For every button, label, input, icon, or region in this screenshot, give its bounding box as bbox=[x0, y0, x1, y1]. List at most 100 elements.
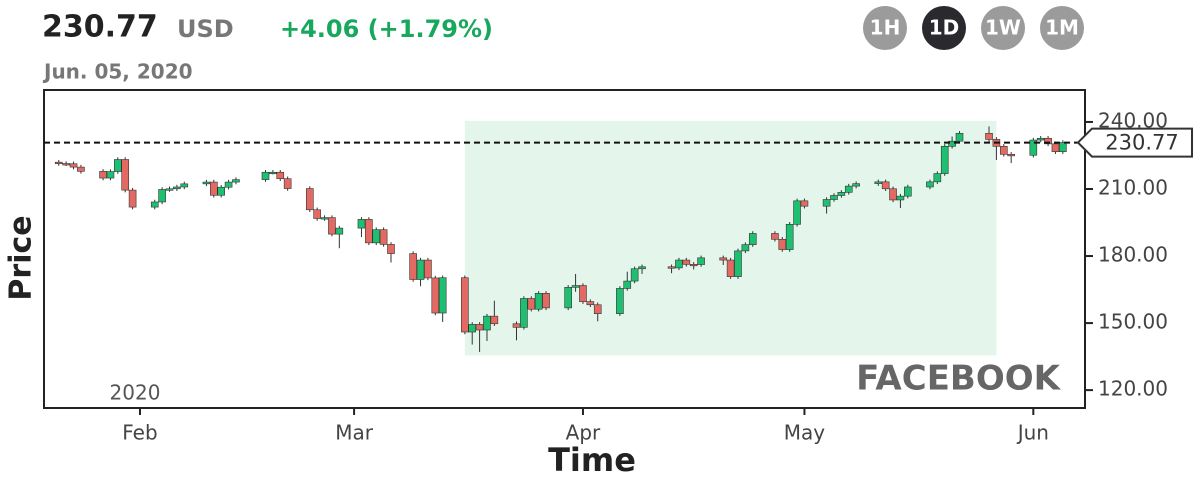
candle-body bbox=[372, 229, 381, 244]
highlight-region bbox=[464, 120, 997, 356]
candle-body bbox=[158, 189, 166, 203]
candle-body bbox=[210, 181, 218, 196]
candle-body bbox=[948, 140, 956, 147]
range-button-label[interactable]: 1W bbox=[985, 16, 1021, 40]
candle-body bbox=[424, 259, 432, 279]
candle-body bbox=[734, 250, 742, 277]
date: Jun. 05, 2020 bbox=[42, 60, 193, 84]
x-tick-label: May bbox=[784, 421, 826, 445]
candle-body bbox=[1029, 139, 1038, 156]
candle-body bbox=[357, 219, 366, 229]
range-buttons: 1H 1D 1W 1M bbox=[863, 6, 1084, 50]
candle-body bbox=[638, 266, 646, 270]
candle-body bbox=[431, 277, 440, 314]
candle-body bbox=[542, 293, 550, 309]
candle-body bbox=[468, 324, 477, 333]
candle-body bbox=[785, 224, 794, 250]
candle-body bbox=[682, 259, 691, 265]
candle-body bbox=[940, 146, 949, 174]
candle-body bbox=[128, 189, 137, 208]
candle-body bbox=[1036, 137, 1045, 141]
y-tick-label: 180.00 bbox=[1098, 243, 1168, 267]
candle-body bbox=[623, 280, 632, 289]
price-change: +4.06 (+1.79%) bbox=[280, 15, 493, 43]
candle-body bbox=[926, 181, 934, 188]
candle-body bbox=[409, 253, 417, 280]
candle-body bbox=[844, 185, 853, 193]
candle-body bbox=[261, 171, 270, 180]
candle-body bbox=[173, 186, 181, 190]
candle-body bbox=[232, 179, 240, 183]
candle-body bbox=[512, 323, 521, 328]
range-button[interactable] bbox=[922, 6, 966, 50]
candle-body bbox=[180, 183, 189, 188]
range-button[interactable] bbox=[1040, 6, 1084, 50]
candle-body bbox=[534, 293, 543, 310]
candle-body bbox=[726, 259, 735, 277]
candle-body bbox=[114, 159, 122, 172]
candle-body bbox=[630, 268, 639, 282]
candle-body bbox=[667, 266, 676, 269]
candle-body bbox=[269, 171, 277, 175]
candle-body bbox=[461, 277, 469, 333]
x-axis-title: Time bbox=[548, 441, 636, 479]
range-button-label[interactable]: 1M bbox=[1045, 16, 1079, 40]
candle-body bbox=[1059, 142, 1067, 152]
plot: 2020 FACEBOOK bbox=[54, 120, 1067, 405]
candle-body bbox=[896, 195, 905, 201]
candle-body bbox=[741, 244, 750, 252]
candle-body bbox=[379, 229, 388, 245]
candle-body bbox=[276, 171, 285, 180]
y-axis-title: Price bbox=[4, 215, 39, 300]
year-label: 2020 bbox=[110, 381, 161, 405]
candle-body bbox=[800, 200, 809, 207]
candle-body bbox=[121, 159, 130, 191]
currency: USD bbox=[177, 15, 234, 43]
range-button-label[interactable]: 1D bbox=[929, 16, 960, 40]
candle-body bbox=[54, 161, 63, 164]
candle-body bbox=[387, 244, 395, 254]
range-button-label[interactable]: 1H bbox=[870, 16, 901, 40]
x-tick-label: Apr bbox=[566, 421, 601, 445]
candle-body bbox=[881, 181, 890, 190]
candle-body bbox=[165, 188, 174, 191]
candle-body bbox=[217, 186, 225, 196]
candle-body bbox=[106, 171, 115, 179]
candle-body bbox=[224, 181, 233, 188]
y-tick-label: 120.00 bbox=[1098, 377, 1168, 401]
candle-body bbox=[719, 257, 728, 261]
candle-body bbox=[955, 133, 964, 142]
y-tick-label: 240.00 bbox=[1098, 108, 1168, 132]
candle-body bbox=[483, 315, 491, 331]
y-tick-label: 150.00 bbox=[1098, 310, 1168, 334]
candle-body bbox=[416, 259, 425, 280]
candle-body bbox=[1044, 137, 1052, 145]
candle-body bbox=[283, 178, 292, 189]
candle-body bbox=[77, 166, 85, 172]
x-tick-label: Jun bbox=[1016, 421, 1049, 445]
candle-body bbox=[564, 287, 572, 309]
candle-body bbox=[904, 186, 912, 197]
watermark: FACEBOOK bbox=[856, 359, 1062, 399]
candle-body bbox=[520, 298, 528, 328]
candle-body bbox=[616, 288, 624, 314]
candle-body bbox=[99, 171, 107, 179]
candle-body bbox=[593, 304, 602, 314]
candle-body bbox=[579, 285, 587, 302]
x-tick-label: Mar bbox=[335, 421, 374, 445]
candle-body bbox=[305, 188, 314, 211]
candle-body bbox=[365, 219, 373, 244]
candle-body bbox=[335, 227, 344, 235]
candle-body bbox=[889, 188, 897, 201]
candle-body bbox=[1007, 154, 1015, 157]
range-button[interactable] bbox=[863, 6, 907, 50]
candle-body bbox=[571, 285, 580, 288]
price: 230.77 bbox=[42, 10, 158, 45]
range-button[interactable] bbox=[981, 6, 1025, 50]
candle-body bbox=[490, 315, 499, 325]
candle-body bbox=[933, 173, 942, 183]
candle-body bbox=[771, 233, 779, 240]
candle-body bbox=[69, 163, 78, 168]
candle-body bbox=[320, 217, 329, 220]
